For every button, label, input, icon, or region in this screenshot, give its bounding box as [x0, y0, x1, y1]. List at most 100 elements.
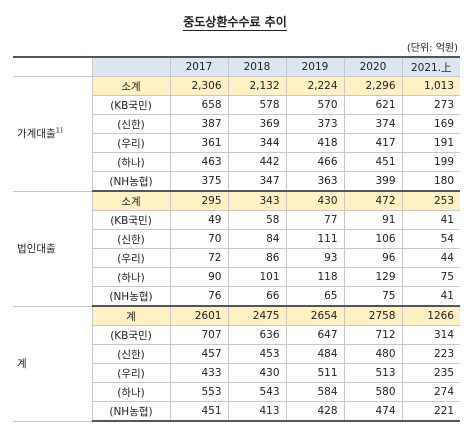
group-label: 계	[13, 305, 93, 422]
value-cell: 417	[343, 133, 403, 153]
fee-trend-table: 2017 2018 2019 2020 2021.上 가계대출1) 소계 2,306…	[13, 56, 460, 422]
value-cell: 621	[343, 95, 403, 115]
header-year: 2019	[285, 56, 345, 77]
group-name: 가계대출	[17, 128, 56, 141]
value-cell: 466	[285, 152, 345, 172]
value-cell: 451	[343, 152, 403, 172]
value-cell: 199	[401, 152, 460, 172]
value-cell: 90	[169, 267, 229, 287]
value-cell: 511	[285, 363, 345, 383]
value-cell: 578	[227, 95, 287, 115]
bank-row: (NH농협) 451 413 428 474 221	[13, 401, 460, 422]
value-cell: 361	[169, 133, 229, 153]
header-year: 2020	[343, 56, 403, 77]
value-cell: 58	[227, 210, 287, 230]
unit-label: (단위: 억원)	[406, 43, 458, 54]
value-cell: 295	[169, 190, 229, 211]
header-year: 2017	[169, 56, 229, 77]
document-title-text: 중도상환수수료 추이	[183, 15, 287, 31]
value-cell: 221	[401, 401, 460, 422]
value-cell: 1266	[401, 305, 460, 326]
value-cell: 347	[227, 171, 287, 192]
row-label: (KB국민)	[91, 325, 171, 345]
header-row: 2017 2018 2019 2020 2021.上	[13, 56, 460, 77]
value-cell: 180	[401, 171, 460, 192]
value-cell: 463	[169, 152, 229, 172]
header-year: 2021.上	[401, 56, 460, 77]
value-cell: 570	[285, 95, 345, 115]
value-cell: 433	[169, 363, 229, 383]
total-row: 가계대출1) 소계 2,306 2,132 2,224 2,296 1,013	[13, 76, 460, 192]
value-cell: 253	[401, 190, 460, 211]
row-label: (KB국민)	[91, 95, 171, 115]
value-cell: 66	[227, 286, 287, 307]
value-cell: 543	[227, 382, 287, 402]
value-cell: 106	[343, 229, 403, 249]
value-cell: 636	[227, 325, 287, 345]
row-label: (우리)	[91, 363, 171, 383]
header-year: 2018	[227, 56, 287, 77]
value-cell: 1,013	[401, 76, 460, 96]
row-label: (우리)	[91, 133, 171, 153]
bank-row: (신한) 70 84 111 106 54	[13, 229, 460, 249]
value-cell: 451	[169, 401, 229, 422]
group-name: 법인대출	[17, 243, 56, 255]
value-cell: 453	[227, 344, 287, 364]
group-label: 법인대출	[13, 190, 93, 307]
value-cell: 375	[169, 171, 229, 192]
value-cell: 41	[401, 210, 460, 230]
bank-row: (하나) 463 442 466 451 199	[13, 152, 460, 172]
value-cell: 344	[227, 133, 287, 153]
value-cell: 580	[343, 382, 403, 402]
value-cell: 191	[401, 133, 460, 153]
value-cell: 480	[343, 344, 403, 364]
header-blank	[13, 56, 93, 77]
value-cell: 2758	[343, 305, 403, 326]
value-cell: 84	[227, 229, 287, 249]
document-title: 중도상환수수료 추이	[0, 13, 470, 31]
value-cell: 44	[401, 248, 460, 268]
value-cell: 707	[169, 325, 229, 345]
value-cell: 72	[169, 248, 229, 268]
value-cell: 2475	[227, 305, 287, 326]
value-cell: 343	[227, 190, 287, 211]
bank-row: (NH농협) 76 66 65 75 41	[13, 286, 460, 307]
value-cell: 584	[285, 382, 345, 402]
value-cell: 363	[285, 171, 345, 192]
value-cell: 2,306	[169, 76, 229, 96]
value-cell: 111	[285, 229, 345, 249]
value-cell: 399	[343, 171, 403, 192]
bank-row: (NH농협) 375 347 363 399 180	[13, 171, 460, 192]
value-cell: 96	[343, 248, 403, 268]
row-label: 소계	[91, 76, 171, 96]
total-row: 계 계 2601 2475 2654 2758 1266	[13, 305, 460, 422]
value-cell: 101	[227, 267, 287, 287]
row-label: 소계	[91, 190, 171, 211]
value-cell: 54	[401, 229, 460, 249]
value-cell: 75	[401, 267, 460, 287]
group-name: 계	[17, 358, 27, 370]
value-cell: 374	[343, 114, 403, 134]
value-cell: 2,224	[285, 76, 345, 96]
value-cell: 553	[169, 382, 229, 402]
value-cell: 70	[169, 229, 229, 249]
value-cell: 86	[227, 248, 287, 268]
row-label: 계	[91, 305, 171, 326]
value-cell: 118	[285, 267, 345, 287]
value-cell: 2,132	[227, 76, 287, 96]
value-cell: 658	[169, 95, 229, 115]
value-cell: 430	[285, 190, 345, 211]
row-label: (신한)	[91, 114, 171, 134]
group-label: 가계대출1)	[13, 76, 93, 192]
value-cell: 76	[169, 286, 229, 307]
value-cell: 2,296	[343, 76, 403, 96]
value-cell: 474	[343, 401, 403, 422]
value-cell: 513	[343, 363, 403, 383]
row-label: (NH농협)	[91, 171, 171, 192]
value-cell: 442	[227, 152, 287, 172]
value-cell: 41	[401, 286, 460, 307]
value-cell: 75	[343, 286, 403, 307]
value-cell: 273	[401, 95, 460, 115]
value-cell: 472	[343, 190, 403, 211]
row-label: (신한)	[91, 229, 171, 249]
